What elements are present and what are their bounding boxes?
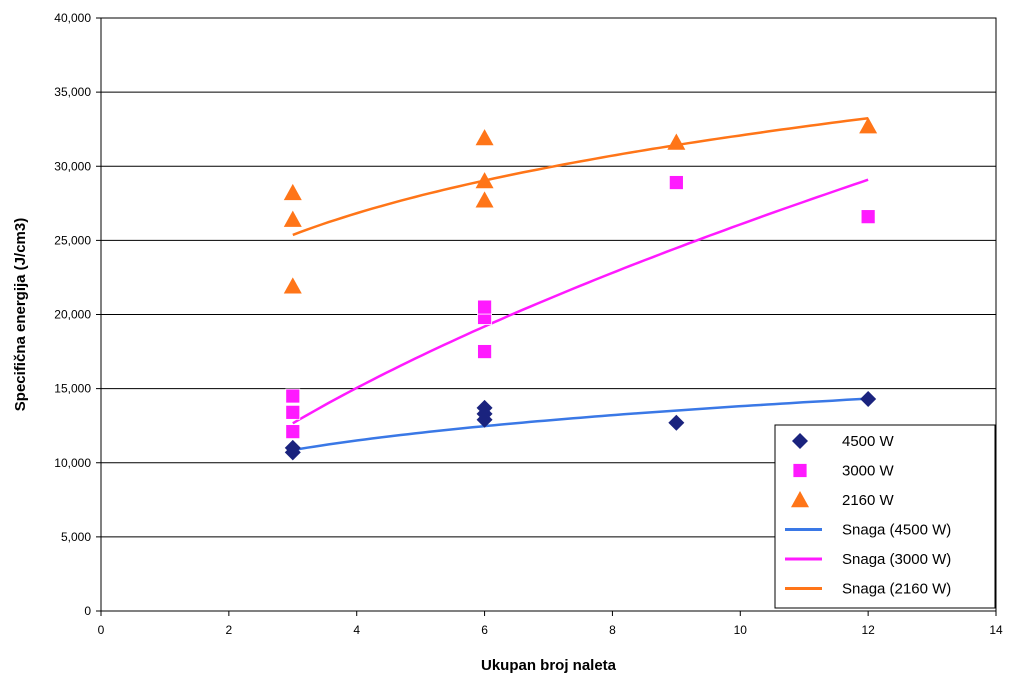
y-tick-label: 30,000	[54, 159, 91, 173]
data-point	[475, 191, 494, 208]
legend-marker	[792, 433, 808, 449]
legend: 4500 W 3000 W 2160 W Snaga (4500 W) Snaga (3…	[774, 424, 996, 609]
legend-box	[774, 424, 996, 609]
legend-label: 4500 W	[842, 433, 895, 450]
legend-label: 3000 W	[842, 463, 895, 480]
data-point	[476, 399, 493, 416]
legend-label: Snaga (2160 W)	[842, 581, 951, 598]
x-tick-label: 2	[226, 623, 233, 637]
trendline	[292, 178, 869, 425]
x-tick-label: 4	[353, 623, 360, 637]
x-tick-label: 0	[98, 623, 105, 637]
x-axis-title: Ukupan broj naleta	[481, 657, 617, 674]
data-point	[284, 439, 301, 456]
data-point	[667, 133, 686, 150]
data-points	[283, 117, 878, 461]
data-point	[860, 209, 876, 225]
legend-items: 4500 W 3000 W 2160 W Snaga (4500 W) Snaga (3…	[785, 433, 951, 598]
data-point	[283, 277, 302, 294]
y-axis-ticks: 0 5,000 10,000 15,000 20,000 25,000 30,000 35,0…	[54, 11, 101, 618]
trendline	[292, 397, 869, 452]
data-point	[285, 404, 301, 420]
x-tick-label: 10	[734, 623, 748, 637]
x-tick-label: 8	[609, 623, 616, 637]
data-point	[477, 344, 492, 359]
y-tick-label: 25,000	[54, 233, 91, 247]
data-point	[475, 129, 494, 146]
x-tick-label: 12	[861, 623, 875, 637]
legend-label: Snaga (4500 W)	[842, 522, 951, 539]
data-point	[860, 391, 877, 408]
legend-marker	[792, 463, 808, 478]
data-point	[668, 414, 685, 431]
data-point	[283, 210, 302, 227]
y-tick-label: 15,000	[54, 382, 91, 396]
y-tick-label: 5,000	[61, 530, 91, 544]
data-point	[859, 117, 878, 134]
trendlines	[292, 116, 869, 452]
legend-marker	[791, 491, 809, 508]
y-tick-label: 20,000	[54, 308, 91, 322]
y-tick-label: 35,000	[54, 85, 91, 99]
data-point	[477, 299, 492, 315]
legend-label: Snaga (3000 W)	[842, 551, 951, 568]
x-axis-ticks: 0 2 4 6 8 10 12 14	[98, 611, 1003, 637]
x-tick-label: 6	[481, 623, 488, 637]
trendline	[292, 116, 869, 237]
y-axis-title: Specifična energija (J/cm3)	[12, 218, 29, 411]
data-point	[668, 175, 684, 190]
data-point	[285, 424, 301, 440]
data-point	[283, 183, 302, 201]
data-point	[475, 172, 494, 189]
legend-label: 2160 W	[842, 492, 895, 509]
x-tick-label: 14	[989, 623, 1003, 637]
y-tick-label: 10,000	[54, 456, 91, 470]
y-tick-label: 40,000	[54, 11, 91, 25]
data-point	[285, 388, 301, 404]
y-tick-label: 0	[84, 604, 91, 618]
